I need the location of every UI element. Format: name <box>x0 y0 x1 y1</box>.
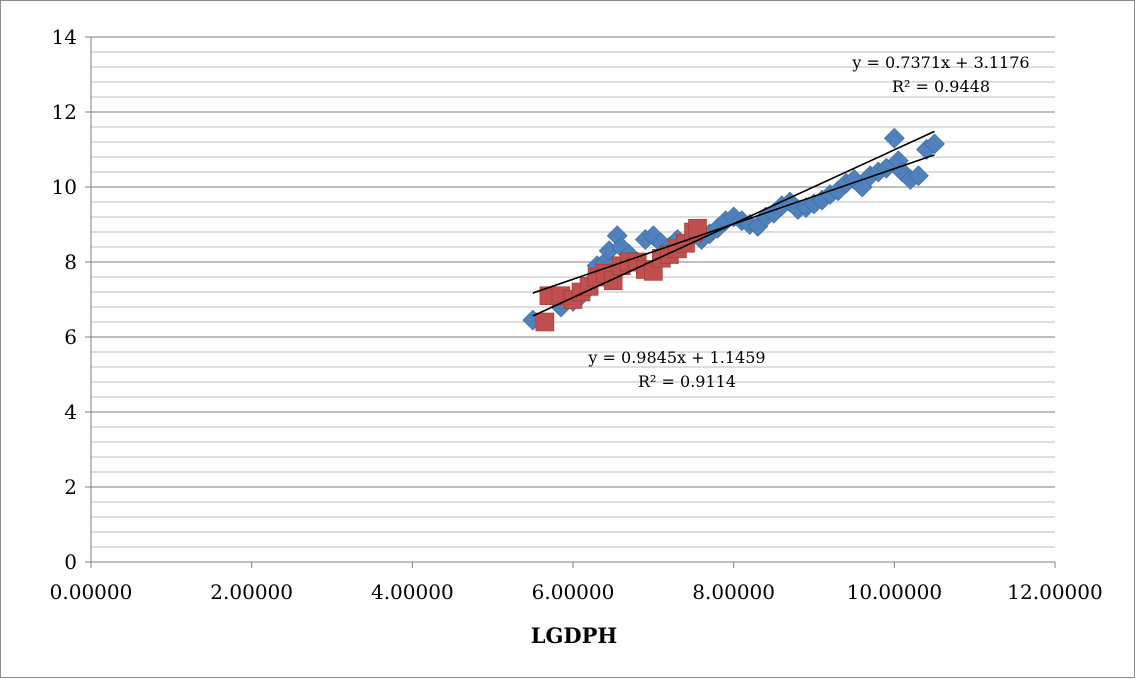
y-tick-label: 8 <box>64 250 77 274</box>
y-tick-label: 2 <box>64 475 77 499</box>
trendline-2 <box>532 130 935 317</box>
x-tick-label: 2.00000 <box>210 580 293 604</box>
data-series <box>522 127 945 332</box>
y-tick-label: 0 <box>64 550 77 574</box>
point-series-1 <box>908 165 929 187</box>
x-tick-label: 12.00000 <box>1007 580 1102 604</box>
y-tick-label: 4 <box>64 400 77 424</box>
axes: 0 2 4 6 8 10 12 14 0.00000 2.00000 4.00000 6.00000 8… <box>50 25 1103 604</box>
trendlines <box>532 130 935 317</box>
y-tick-label: 14 <box>52 25 77 49</box>
trendline-1-r2: R² = 0.9448 <box>892 77 990 96</box>
trendline-2-r2: R² = 0.9114 <box>638 372 736 391</box>
trendline-2-equation: y = 0.9845x + 1.1459 <box>587 348 765 367</box>
point-series-1 <box>883 127 905 149</box>
y-tick-label: 12 <box>52 100 77 124</box>
y-tick-label: 10 <box>52 175 77 199</box>
x-tick-label: 4.00000 <box>371 580 454 604</box>
x-tick-label: 10.00000 <box>847 580 942 604</box>
labels: y = 0.7371x + 3.1176 R² = 0.9448 y = 0.9… <box>531 53 1030 648</box>
point-series-2 <box>535 312 555 332</box>
x-tick-label: 0.00000 <box>50 580 133 604</box>
x-tick-label: 6.00000 <box>532 580 615 604</box>
x-axis-title: LGDPH <box>531 623 618 648</box>
trendline-1-equation: y = 0.7371x + 3.1176 <box>851 53 1029 72</box>
x-tick-label: 8.00000 <box>692 580 775 604</box>
y-tick-label: 6 <box>64 325 77 349</box>
point-series-1 <box>924 133 945 155</box>
point-series-2 <box>688 218 707 238</box>
